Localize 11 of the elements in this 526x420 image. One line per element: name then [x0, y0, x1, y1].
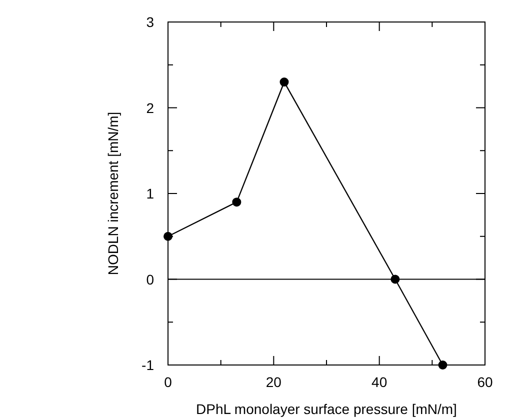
y-tick-label: 1 — [146, 186, 154, 202]
y-tick-label: 3 — [146, 14, 154, 30]
x-tick-label: 40 — [372, 374, 388, 390]
x-tick-label: 0 — [164, 374, 172, 390]
y-axis-title: NODLN increment [mN/m] — [105, 112, 121, 276]
x-tick-label: 60 — [477, 374, 493, 390]
y-tick-label: -1 — [142, 357, 154, 373]
y-tick-label: 2 — [146, 100, 154, 116]
x-tick-label: 20 — [266, 374, 282, 390]
y-tick-label: 0 — [146, 271, 154, 288]
x-axis-title: DPhL monolayer surface pressure [mN/m] — [196, 401, 457, 417]
